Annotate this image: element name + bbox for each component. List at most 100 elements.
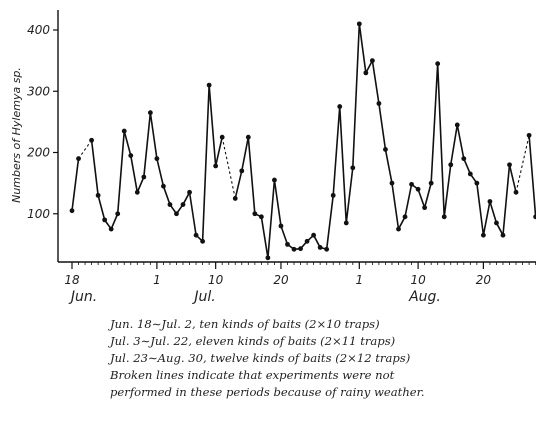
data-point-08-21 <box>487 199 493 204</box>
y-tick-label-100: 100 <box>27 207 50 221</box>
y-tick-label-300: 300 <box>27 84 50 98</box>
caption-line-4: Broken lines indicate that experiments w… <box>110 368 395 382</box>
month-label-2: Aug. <box>408 289 441 305</box>
line-segment <box>214 137 223 167</box>
month-label-0: Jun. <box>68 289 97 305</box>
data-point-06-30 <box>147 110 153 116</box>
data-point-08-05 <box>383 147 388 152</box>
data-point-06-29 <box>141 174 147 180</box>
data-point-06-22 <box>95 192 101 198</box>
data-point-07-13 <box>232 196 238 201</box>
hylemya-count-chart: 100 200 300 400 Numbers of Hylemya sp. 18 1 10 2… <box>10 10 536 305</box>
data-point-07-08 <box>200 238 206 244</box>
line-segment <box>97 195 106 221</box>
data-point-07-24 <box>304 238 310 244</box>
data-point-08-25 <box>513 189 519 195</box>
data-point-07-02 <box>161 183 166 189</box>
line-segment <box>273 179 282 227</box>
line-segment <box>338 106 348 223</box>
data-point-08-17 <box>461 156 467 162</box>
line-segment <box>528 135 536 217</box>
caption-line-3: Jul. 23∼Aug. 30, twelve kinds of baits (… <box>110 351 411 365</box>
x-tick-label-6: 20 <box>476 273 492 287</box>
line-segment <box>280 225 289 245</box>
data-point-06-18 <box>69 208 75 214</box>
data-point-07-23 <box>298 246 303 252</box>
data-point-07-29 <box>337 104 343 109</box>
data-point-07-22 <box>291 246 297 252</box>
data-point-08-07 <box>396 226 401 232</box>
line-segment <box>423 182 432 208</box>
line-segment <box>110 213 119 230</box>
dashed-segment <box>221 137 236 199</box>
x-tick-label-1: 1 <box>153 273 161 287</box>
data-point-08-27 <box>526 132 532 138</box>
data-point-07-03 <box>167 202 173 207</box>
line-segment <box>136 176 145 193</box>
data-point-06-23 <box>102 217 108 223</box>
line-segment <box>476 183 485 236</box>
data-point-07-09 <box>206 82 212 88</box>
data-point-08-06 <box>389 180 395 186</box>
line-segment <box>143 112 152 178</box>
line-segment <box>482 201 491 236</box>
data-point-07-15 <box>245 134 251 140</box>
line-segment <box>116 130 126 214</box>
data-point-08-16 <box>454 122 460 128</box>
line-segment <box>208 85 217 167</box>
data-point-07-28 <box>330 192 336 198</box>
dashed-segment <box>515 135 530 193</box>
data-point-08-15 <box>448 162 454 168</box>
y-tick-label-200: 200 <box>27 146 50 160</box>
data-point-08-23 <box>500 232 506 238</box>
data-point-08-28 <box>533 214 536 220</box>
line-segment <box>463 158 472 175</box>
y-axis-title: Numbers of Hylemya sp. <box>10 67 23 203</box>
data-point-07-27 <box>324 246 330 252</box>
line-segment <box>129 155 139 193</box>
data-point-07-11 <box>219 134 225 140</box>
data-point-08-10 <box>415 186 421 192</box>
line-segment <box>267 179 276 258</box>
data-point-06-28 <box>134 189 140 195</box>
x-tick-label-4: 1 <box>355 273 363 287</box>
data-point-07-06 <box>187 189 192 195</box>
caption-line-2: Jul. 3∼Jul. 22, eleven kinds of baits (2… <box>110 334 396 348</box>
data-point-07-18 <box>265 255 271 261</box>
line-segment <box>156 158 165 187</box>
data-point-07-30 <box>343 220 349 226</box>
data-point-07-16 <box>252 211 258 217</box>
data-point-08-13 <box>435 61 441 67</box>
line-segment <box>332 106 341 196</box>
line-segment <box>188 192 197 236</box>
line-segment <box>430 63 439 184</box>
line-segment <box>149 112 158 159</box>
data-point-08-12 <box>428 180 434 186</box>
data-point-08-04 <box>376 101 382 106</box>
data-point-07-05 <box>180 202 186 207</box>
line-segment <box>247 137 256 214</box>
line-segment <box>384 149 393 184</box>
x-tick-label-0: 18 <box>64 273 80 287</box>
line-segment <box>240 137 250 172</box>
data-point-07-19 <box>272 177 277 183</box>
line-segment <box>443 164 452 217</box>
data-point-06-27 <box>128 153 134 158</box>
line-segment <box>508 164 517 193</box>
data-point-07-31 <box>350 165 356 171</box>
line-segment <box>90 140 99 196</box>
caption-line-5: performed in these periods because of ra… <box>110 385 425 399</box>
line-segment <box>325 195 334 250</box>
data-point-08-22 <box>494 220 499 226</box>
line-segment <box>123 130 132 156</box>
data-point-07-20 <box>278 223 284 229</box>
line-segment <box>358 23 367 73</box>
line-segment <box>371 60 380 104</box>
line-segment <box>449 124 459 165</box>
data-point-08-03 <box>369 58 375 64</box>
line-segment <box>71 158 80 211</box>
data-point-08-18 <box>467 171 473 177</box>
data-point-08-02 <box>363 70 369 76</box>
data-point-06-24 <box>108 226 114 232</box>
line-segment <box>436 63 446 217</box>
